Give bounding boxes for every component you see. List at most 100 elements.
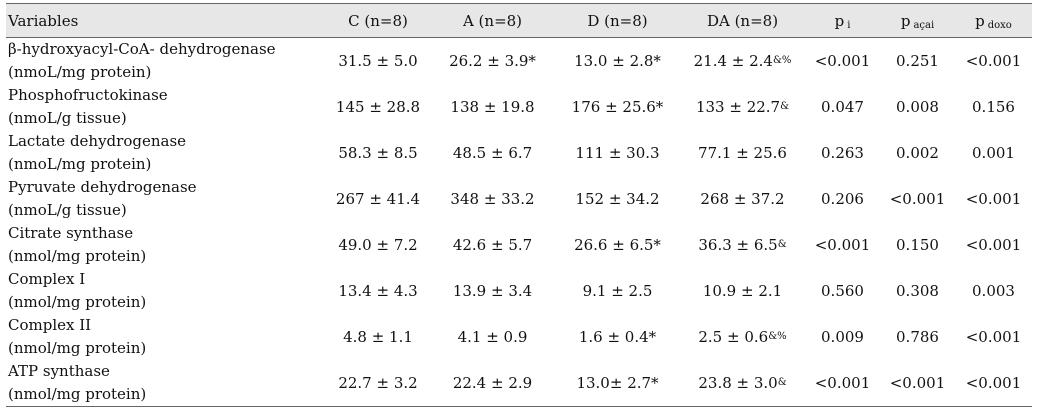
cell-value: 133 ± 22.7 [695, 98, 781, 116]
variable-unit: (nmol/mg protein) [8, 293, 147, 311]
cell-a: 348 ± 33.2 [430, 176, 555, 222]
table-row: Lactate dehydrogenase (nmoL/mg protein) 58… [6, 130, 1032, 176]
header-p-i-sub: i [847, 19, 851, 31]
cell-a: 42.6 ± 5.7 [430, 222, 555, 268]
significance-mark: &% [772, 55, 792, 66]
cell-value: 0.150 [896, 236, 939, 254]
cell-value: 0.156 [972, 98, 1015, 116]
cell-p-i: 0.560 [805, 268, 880, 314]
table-row: ATP synthase (nmol/mg protein) 22.7 ± 3.2 2… [6, 360, 1032, 407]
cell-value: 4.1 ± 0.9 [457, 328, 528, 346]
variable-unit: (nmoL/g tissue) [8, 201, 127, 219]
cell-d: 13.0± 2.7* [555, 360, 680, 407]
header-da: DA (n=8) [680, 3, 805, 38]
cell-value: 13.0 ± 2.8* [574, 52, 661, 70]
cell-c: 49.0 ± 7.2 [326, 222, 430, 268]
cell-p-doxo: <0.001 [955, 222, 1032, 268]
cell-value: <0.001 [965, 190, 1022, 208]
cell-value: 1.6 ± 0.4* [578, 328, 657, 346]
cell-value: 0.206 [821, 190, 864, 208]
cell-value: 42.6 ± 5.7 [452, 236, 533, 254]
cell-da: 133 ± 22.7& [680, 84, 805, 130]
cell-da: 21.4 ± 2.4&% [680, 38, 805, 85]
cell-value: <0.001 [889, 190, 946, 208]
variable-unit: (nmoL/g tissue) [8, 109, 127, 127]
variable-unit: (nmol/mg protein) [8, 339, 147, 357]
variable-cell: Phosphofructokinase (nmoL/g tissue) [6, 84, 326, 130]
cell-p-i: <0.001 [805, 38, 880, 85]
cell-value: 9.1 ± 2.5 [582, 282, 653, 300]
variable-name: Citrate synthase [8, 224, 134, 242]
cell-value: 0.047 [821, 98, 864, 116]
cell-p-acai: 0.786 [880, 314, 955, 360]
significance-mark: & [777, 239, 787, 250]
cell-value: 23.8 ± 3.0 [698, 374, 778, 392]
cell-d: 13.0 ± 2.8* [555, 38, 680, 85]
cell-value: 31.5 ± 5.0 [338, 52, 418, 70]
cell-value: <0.001 [965, 328, 1022, 346]
cell-value: 0.560 [821, 282, 864, 300]
table-row: Complex II (nmol/mg protein) 4.8 ± 1.1 4.1 … [6, 314, 1032, 360]
header-p-doxo: p doxo [955, 3, 1032, 38]
enzyme-activity-table: Variables C (n=8) A (n=8) D (n=8) DA (n=… [6, 3, 1032, 407]
cell-p-i: 0.009 [805, 314, 880, 360]
cell-value: 0.251 [896, 52, 939, 70]
cell-da: 23.8 ± 3.0& [680, 360, 805, 407]
variable-name: Lactate dehydrogenase [8, 132, 187, 150]
cell-p-acai: 0.150 [880, 222, 955, 268]
cell-da: 2.5 ± 0.6&% [680, 314, 805, 360]
cell-c: 31.5 ± 5.0 [326, 38, 430, 85]
cell-value: <0.001 [814, 52, 871, 70]
variable-unit: (nmol/mg protein) [8, 385, 147, 403]
variable-unit: (nmol/mg protein) [8, 247, 147, 265]
header-p-acai-sub: açai [913, 19, 935, 31]
cell-p-i: 0.263 [805, 130, 880, 176]
cell-value: 13.0± 2.7* [576, 374, 659, 392]
cell-value: <0.001 [889, 374, 946, 392]
cell-value: 0.003 [972, 282, 1015, 300]
cell-value: 138 ± 19.8 [450, 98, 535, 116]
cell-value: 348 ± 33.2 [450, 190, 535, 208]
cell-c: 267 ± 41.4 [326, 176, 430, 222]
significance-mark: & [777, 377, 787, 388]
cell-da: 10.9 ± 2.1 [680, 268, 805, 314]
cell-p-doxo: 0.001 [955, 130, 1032, 176]
table-row: Pyruvate dehydrogenase (nmoL/g tissue) 267… [6, 176, 1032, 222]
variable-cell: ATP synthase (nmol/mg protein) [6, 360, 326, 407]
cell-p-doxo: <0.001 [955, 314, 1032, 360]
variable-cell: β-hydroxyacyl-CoA- dehydrogenase (nmoL/mg… [6, 38, 326, 85]
cell-value: 22.7 ± 3.2 [338, 374, 418, 392]
cell-value: 152 ± 34.2 [575, 190, 660, 208]
header-p-doxo-sub: doxo [987, 19, 1012, 31]
cell-p-i: 0.206 [805, 176, 880, 222]
cell-value: <0.001 [965, 236, 1022, 254]
header-p-acai: p açai [880, 3, 955, 38]
cell-value: <0.001 [965, 374, 1022, 392]
cell-c: 22.7 ± 3.2 [326, 360, 430, 407]
header-p-acai-main: p [900, 11, 911, 30]
cell-p-acai: 0.008 [880, 84, 955, 130]
cell-p-i: <0.001 [805, 222, 880, 268]
cell-value: 22.4 ± 2.9 [452, 374, 533, 392]
table-header-row: Variables C (n=8) A (n=8) D (n=8) DA (n=… [6, 3, 1032, 38]
cell-value: 267 ± 41.4 [335, 190, 421, 208]
cell-p-i: 0.047 [805, 84, 880, 130]
variable-unit: (nmoL/mg protein) [8, 155, 152, 173]
cell-d: 152 ± 34.2 [555, 176, 680, 222]
table-row: Citrate synthase (nmol/mg protein) 49.0 ± … [6, 222, 1032, 268]
cell-value: 0.002 [896, 144, 939, 162]
cell-p-doxo: 0.156 [955, 84, 1032, 130]
cell-value: <0.001 [814, 236, 871, 254]
cell-da: 77.1 ± 25.6 [680, 130, 805, 176]
variable-cell: Lactate dehydrogenase (nmoL/mg protein) [6, 130, 326, 176]
variable-name: Phosphofructokinase [8, 86, 168, 104]
cell-value: 145 ± 28.8 [335, 98, 421, 116]
cell-value: 0.786 [896, 328, 939, 346]
variable-name: ATP synthase [8, 362, 110, 380]
cell-da: 36.3 ± 6.5& [680, 222, 805, 268]
cell-a: 48.5 ± 6.7 [430, 130, 555, 176]
cell-value: 13.4 ± 4.3 [338, 282, 418, 300]
cell-value: 49.0 ± 7.2 [338, 236, 418, 254]
